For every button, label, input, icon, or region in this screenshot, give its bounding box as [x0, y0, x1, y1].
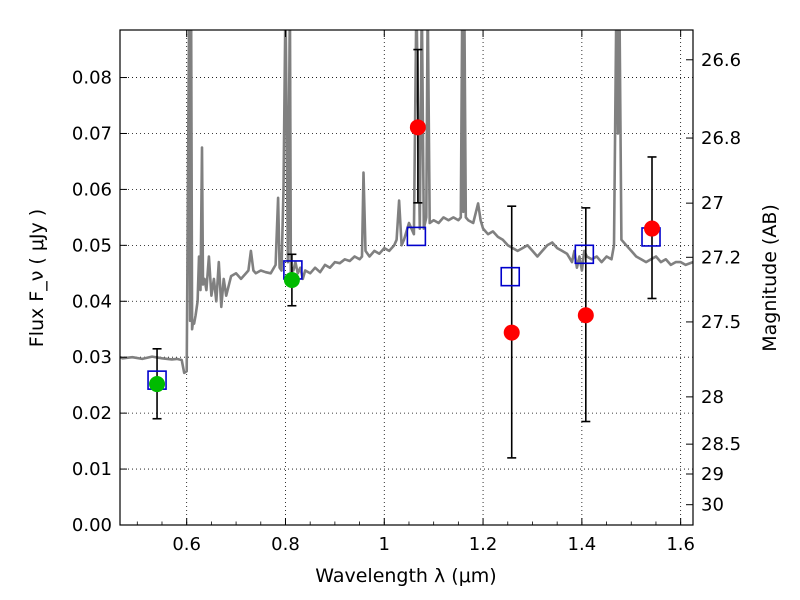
y-tick-label: 0.06	[72, 179, 112, 200]
y-tick-label: 0.01	[72, 459, 112, 480]
right-tick-label: 28	[701, 387, 724, 408]
x-tick-label: 1.4	[568, 534, 597, 555]
right-tick-label: 26.8	[701, 128, 741, 149]
right-tick-label: 27.2	[701, 247, 741, 268]
upper-point	[149, 376, 166, 393]
upper-point	[283, 272, 300, 289]
model-square	[406, 226, 427, 247]
x-tick-label: 1	[379, 534, 390, 555]
observed-point	[503, 324, 520, 341]
right-tick-label: 28.5	[701, 434, 741, 455]
right-tick-label: 30	[701, 495, 724, 516]
model-square	[574, 244, 595, 265]
y-tick-label: 0.04	[72, 291, 112, 312]
observed-point	[577, 307, 594, 324]
y-axis-right-title: Magnitude (AB)	[759, 204, 781, 352]
markers	[147, 48, 661, 459]
y-tick-label: 0.03	[72, 347, 112, 368]
x-tick-label: 1.6	[666, 534, 695, 555]
observed-point	[409, 119, 426, 136]
model-square	[500, 266, 521, 287]
x-axis-title: Wavelength λ (μm)	[315, 565, 496, 587]
right-tick-label: 29	[701, 464, 724, 485]
grid-lines	[120, 30, 693, 526]
y-tick-label: 0.05	[72, 235, 112, 256]
y-axis-title: Flux F_ν ( μJy )	[26, 209, 48, 347]
x-tick-label: 0.8	[271, 534, 300, 555]
y-tick-label: 0.00	[72, 515, 112, 536]
y-tick-label: 0.08	[72, 68, 112, 89]
observed-point	[644, 220, 661, 237]
plot-frame	[119, 29, 694, 526]
x-tick-label: 0.6	[172, 534, 201, 555]
plot-area	[120, 30, 693, 375]
right-tick-label: 26.6	[701, 50, 741, 71]
y-tick-label: 0.02	[72, 403, 112, 424]
right-tick-label: 27.5	[701, 312, 741, 333]
spectrum-line	[120, 30, 693, 375]
right-tick-label: 27	[701, 193, 724, 214]
axes: 0.6 0.8 1 1.2 1.4 1.6 0.00 0.01 0.02 0.03 0.04 0.05…	[72, 30, 741, 555]
x-tick-label: 1.2	[469, 534, 498, 555]
y-tick-label: 0.07	[72, 123, 112, 144]
